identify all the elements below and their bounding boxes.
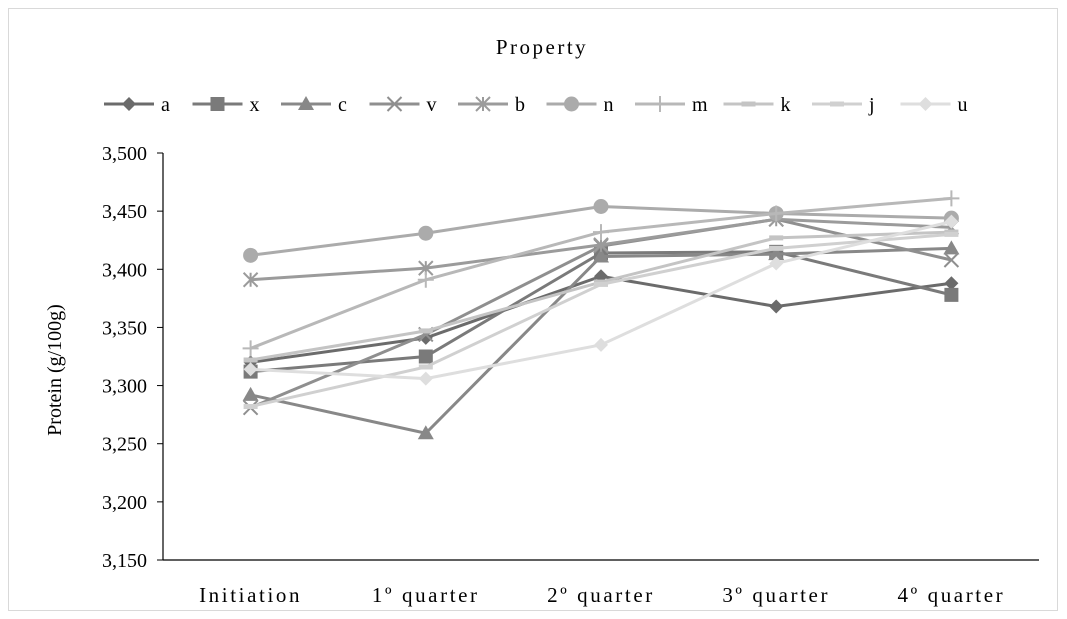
data-point-n (418, 225, 434, 241)
data-point-u (594, 337, 608, 352)
data-point-j (418, 364, 433, 370)
legend-item-v: v (369, 94, 437, 116)
legend-item-n: n (546, 94, 614, 116)
data-point-k (418, 328, 433, 334)
x-tick-label: 1º quarter (372, 583, 480, 607)
data-point-j (594, 281, 608, 287)
data-point-m (593, 224, 609, 241)
data-point-x (944, 287, 959, 302)
legend-label: j (868, 94, 875, 116)
data-point-j (243, 404, 258, 410)
data-point-u (418, 371, 433, 386)
data-point-k (243, 357, 258, 363)
legend-marker (918, 97, 933, 111)
legend-item-u: u (900, 94, 968, 116)
data-point-m (943, 190, 960, 207)
data-point-m (242, 340, 259, 357)
legend-marker (298, 96, 314, 110)
legend-item-m: m (635, 94, 708, 116)
legend-item-k: k (723, 94, 791, 116)
x-tick-label: 3º quarter (722, 583, 830, 607)
x-tick-label: Initiation (199, 583, 302, 607)
series-u (243, 214, 959, 386)
data-point-u (243, 362, 258, 377)
data-point-j (944, 231, 959, 237)
legend-label: k (781, 94, 791, 116)
legend-marker (386, 96, 403, 112)
data-point-c (593, 248, 609, 263)
legend-label: a (161, 94, 170, 116)
legend-label: b (515, 94, 525, 116)
data-point-b (593, 237, 609, 253)
series-layer (242, 190, 960, 440)
x-tick-label: 4º quarter (898, 583, 1006, 607)
legend-label: u (958, 94, 968, 116)
data-point-b (242, 272, 259, 288)
y-axis-label: Protein (g/100g) (44, 304, 66, 436)
y-axis: 3,150 3,200 3,250 3,300 3,350 3,400 3,450 3,500 (102, 143, 164, 572)
legend-marker (741, 101, 756, 107)
y-tick-label: 3,250 (102, 434, 147, 456)
legend-label: x (250, 94, 260, 116)
legend-item-j: j (812, 94, 875, 116)
chart-title: Property (496, 35, 588, 59)
legend-marker (564, 96, 579, 112)
data-point-n (593, 198, 609, 214)
x-axis: Initiation 1º quarter 2º quarter 3º quarter… (163, 559, 1039, 607)
data-point-v (943, 252, 960, 268)
legend-label: c (338, 94, 347, 116)
data-point-c (417, 425, 434, 440)
y-tick-label: 3,350 (102, 317, 147, 339)
data-point-n (243, 247, 259, 263)
legend-item-a: a (104, 94, 170, 116)
data-point-m (768, 205, 785, 222)
data-point-a (769, 299, 784, 314)
y-tick-label: 3,450 (102, 201, 147, 223)
series-m (242, 190, 960, 357)
series-c (242, 240, 960, 440)
y-tick-label: 3,500 (102, 143, 147, 165)
legend-label: m (692, 94, 708, 116)
data-point-k (769, 235, 784, 241)
data-point-c (242, 386, 259, 401)
legend-marker (122, 97, 136, 111)
legend-marker (475, 96, 491, 112)
y-tick-label: 3,400 (102, 259, 147, 281)
chart-frame: Property a x c v b n m k j u Protein (g/100g) 3,1… (8, 8, 1058, 611)
legend-marker (652, 96, 668, 112)
y-tick-label: 3,200 (102, 492, 147, 514)
data-point-c (768, 246, 785, 261)
series-x (243, 244, 959, 379)
y-tick-label: 3,300 (102, 376, 147, 398)
series-a (243, 269, 959, 370)
data-point-m (417, 271, 434, 288)
legend-item-c: c (281, 94, 347, 116)
line-chart: Property a x c v b n m k j u Protein (g/100g) 3,1… (44, 35, 1039, 607)
legend-label: v (427, 94, 437, 116)
legend-marker (210, 97, 225, 111)
y-tick-label: 3,150 (102, 550, 147, 572)
data-point-a (944, 276, 959, 291)
legend-item-b: b (458, 94, 525, 116)
data-point-u (944, 214, 959, 229)
data-point-u (769, 256, 784, 271)
x-tick-label: 2º quarter (547, 583, 655, 607)
data-point-j (769, 245, 784, 251)
legend-label: n (604, 94, 614, 116)
data-point-x (418, 349, 433, 364)
legend-marker (830, 101, 844, 107)
legend-item-x: x (192, 94, 260, 116)
data-point-c (943, 240, 960, 255)
series-j (243, 231, 959, 410)
